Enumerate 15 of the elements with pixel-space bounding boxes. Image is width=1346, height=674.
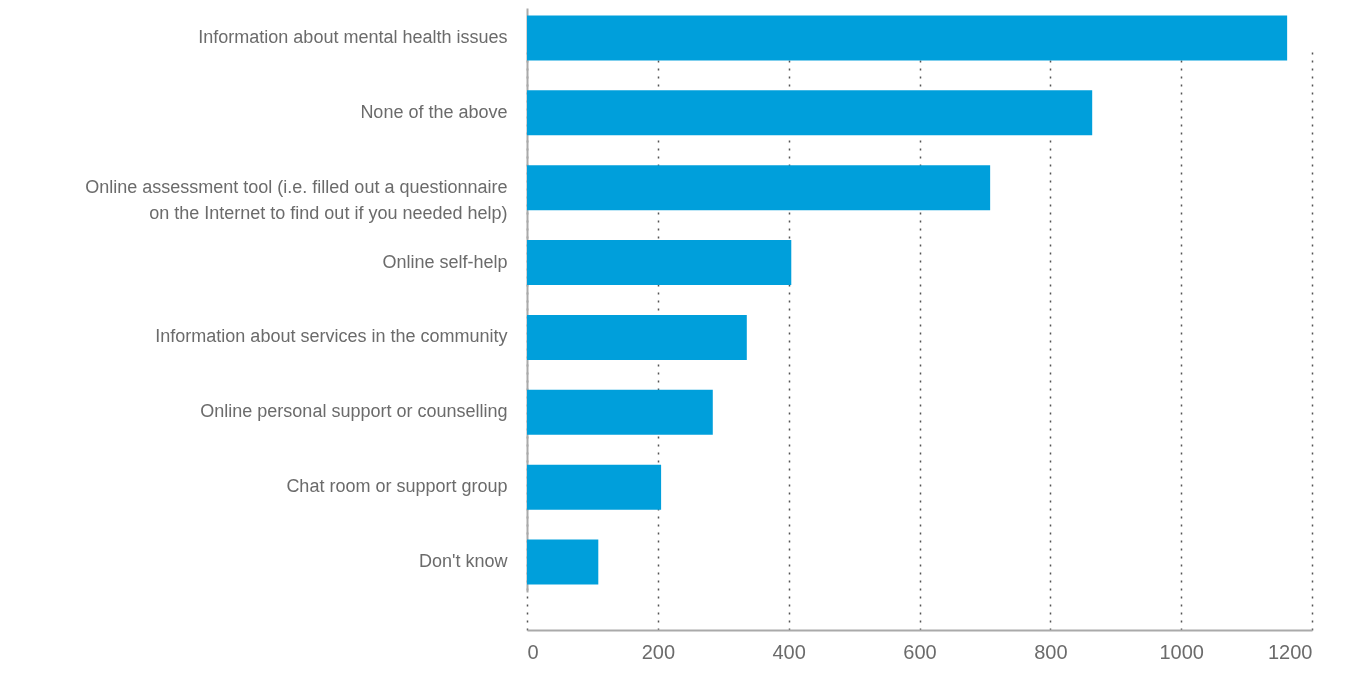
y-tick-label: None of the above — [360, 101, 508, 122]
x-tick-label: 1000 — [1159, 640, 1204, 663]
y-tick-label: Online self-help — [382, 251, 508, 272]
x-tick-label: 0 — [527, 640, 539, 663]
x-tick-label: 200 — [641, 640, 676, 663]
y-tick-label: Online personal support or counselling — [200, 401, 508, 422]
x-tick-label: 800 — [1034, 640, 1068, 663]
y-tick-label: Information about services in the community — [155, 326, 508, 347]
y-tick-label: Chat room or support group — [286, 476, 508, 497]
x-tick-label: 600 — [903, 640, 937, 663]
y-tick-label: Online assessment tool (i.e. filled out a questionnaire on the Internet to find out if you needed help) — [85, 176, 508, 223]
y-tick-label: Don't know — [419, 551, 509, 572]
x-tick-label: 400 — [772, 640, 806, 663]
x-tick-label: 1200 — [1268, 640, 1313, 663]
y-tick-label: Information about mental health issues — [198, 26, 508, 47]
